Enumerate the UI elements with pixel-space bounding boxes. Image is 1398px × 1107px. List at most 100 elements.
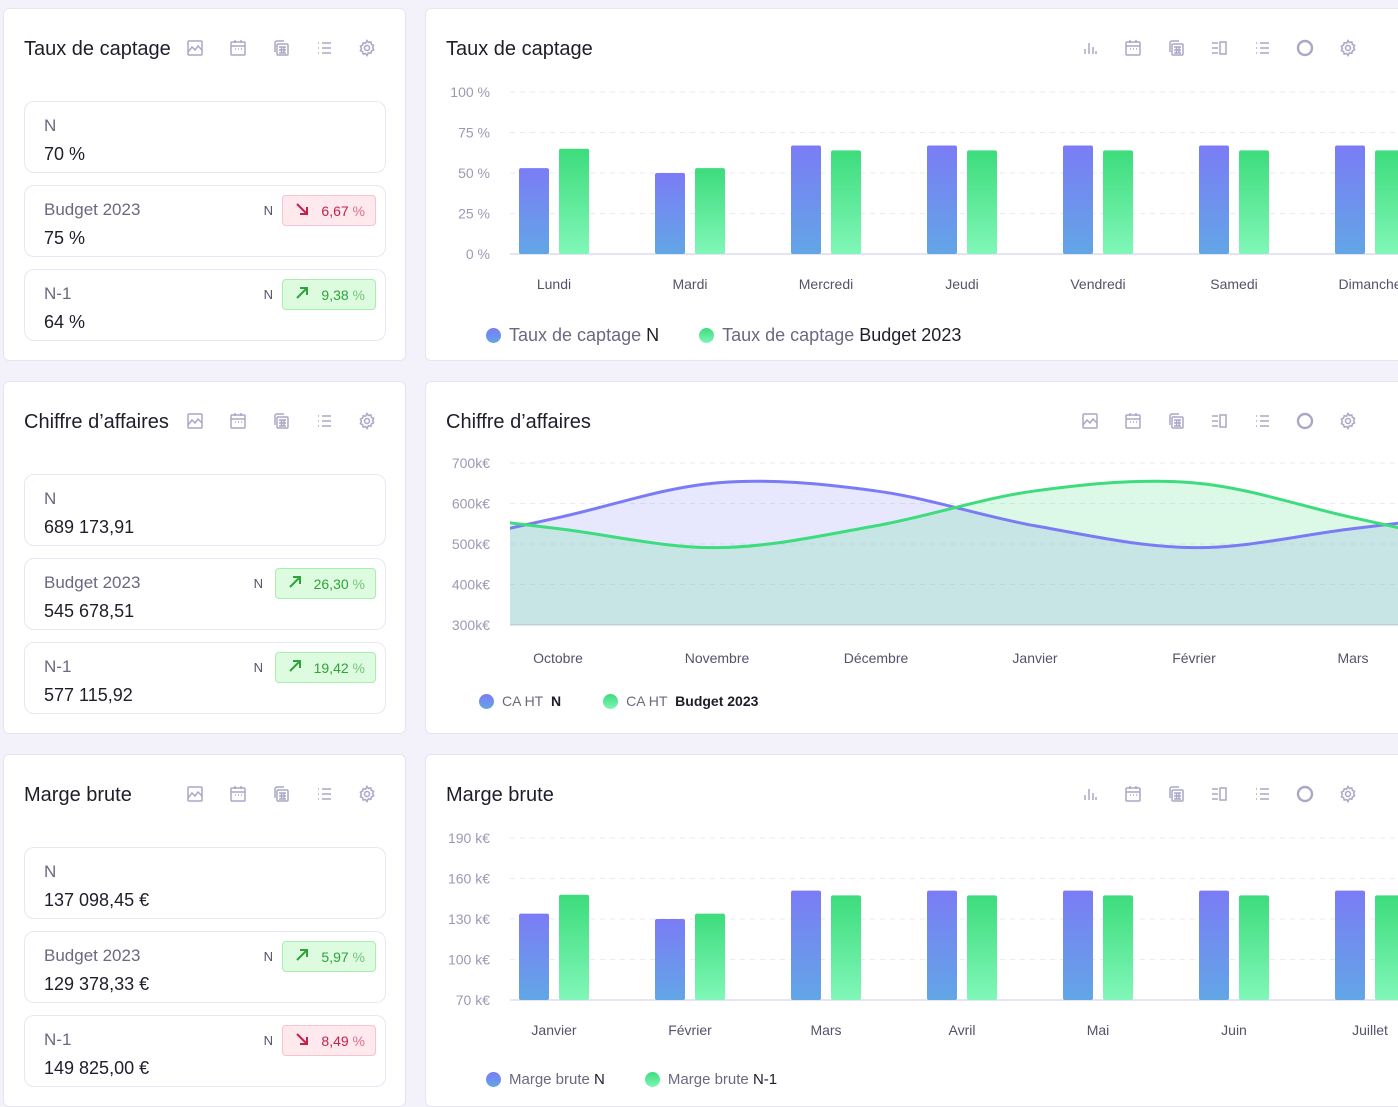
bar-b[interactable] (559, 894, 589, 1000)
bar-n[interactable] (655, 919, 685, 1000)
list-button[interactable] (1240, 39, 1283, 61)
legend-item[interactable]: Marge brute N (486, 1071, 605, 1088)
list-button[interactable] (302, 39, 345, 61)
calculator-button[interactable] (259, 412, 302, 434)
bar-n[interactable] (519, 913, 549, 1000)
list-button[interactable] (1240, 785, 1283, 807)
calculator-button[interactable] (259, 39, 302, 61)
bar-b[interactable] (559, 148, 589, 254)
legend-prefix: Marge brute (667, 1071, 749, 1088)
arrow-up-right-icon (295, 286, 309, 303)
calculator-button[interactable] (1154, 39, 1197, 61)
list-button[interactable] (302, 785, 345, 807)
kpi-card: Chiffre d’affaires N 689 173,91 Budget 2023… (3, 381, 406, 734)
gear-button[interactable] (345, 784, 388, 807)
bar-chart-button[interactable] (1068, 39, 1111, 61)
bar-n[interactable] (927, 890, 957, 1000)
compare-label: N (253, 576, 263, 591)
legend-item[interactable]: Taux de captage N (486, 325, 659, 346)
calculator-icon (1167, 785, 1185, 808)
gear-button[interactable] (1326, 784, 1369, 807)
x-tick-label: Février (668, 1022, 712, 1038)
area-chart-button[interactable] (173, 785, 216, 807)
calendar-button[interactable] (216, 412, 259, 434)
bar-b[interactable] (1375, 895, 1398, 1000)
bar-b[interactable] (1239, 150, 1269, 254)
bar-n[interactable] (655, 173, 685, 254)
bar-n[interactable] (1063, 890, 1093, 1000)
gear-button[interactable] (345, 411, 388, 434)
bar-b[interactable] (831, 150, 861, 254)
area-chart-button[interactable] (1068, 412, 1111, 434)
legend-dot-icon (603, 693, 619, 709)
columns-button[interactable] (1197, 412, 1240, 434)
list-icon (1253, 412, 1271, 435)
bar-n[interactable] (791, 145, 821, 254)
bar-b[interactable] (1375, 150, 1398, 254)
legend-item[interactable]: Taux de captage Budget 2023 (699, 325, 961, 346)
stat-box: N 70 % (24, 101, 386, 173)
columns-button[interactable] (1197, 785, 1240, 807)
donut-button[interactable] (1283, 785, 1326, 807)
bar-n[interactable] (927, 145, 957, 254)
compare-label: N (263, 949, 273, 964)
y-tick-label: 100 % (450, 84, 490, 100)
delta-unit: % (352, 659, 365, 676)
delta: 5,97 (321, 948, 349, 965)
bar-b[interactable] (967, 150, 997, 254)
stat-label: N-1 (44, 284, 72, 303)
area-chart-button[interactable] (173, 39, 216, 61)
y-tick-label: 160 k€ (448, 871, 490, 887)
card-title: Marge brute (24, 784, 132, 806)
legend-item[interactable]: Marge brute N-1 (644, 1071, 777, 1088)
chart-toolbar (1068, 38, 1369, 61)
list-button[interactable] (302, 412, 345, 434)
bar-n[interactable] (791, 890, 821, 1000)
bar-n[interactable] (519, 168, 549, 254)
gear-button[interactable] (1326, 411, 1369, 434)
gear-button[interactable] (1326, 38, 1369, 61)
bar-n[interactable] (1335, 145, 1365, 254)
columns-button[interactable] (1197, 39, 1240, 61)
legend-suffix: N (646, 325, 660, 345)
calendar-button[interactable] (1111, 39, 1154, 61)
bar-b[interactable] (967, 895, 997, 1000)
calendar-button[interactable] (1111, 785, 1154, 807)
bar-b[interactable] (831, 895, 861, 1000)
legend-item[interactable]: CA HT N (479, 693, 561, 709)
bar-n[interactable] (1063, 145, 1093, 254)
donut-button[interactable] (1283, 39, 1326, 61)
bar-chart-button[interactable] (1068, 785, 1111, 807)
calendar-button[interactable] (216, 39, 259, 61)
legend-dot-icon (644, 1072, 660, 1087)
gear-button[interactable] (345, 38, 388, 61)
calculator-button[interactable] (1154, 412, 1197, 434)
stat-value: 64 % (44, 312, 86, 332)
trend-badge: 26,30 % (274, 568, 376, 599)
calculator-button[interactable] (259, 785, 302, 807)
bar-b[interactable] (1239, 895, 1269, 1000)
legend-item[interactable]: CA HT Budget 2023 (603, 693, 758, 709)
bar-b[interactable] (1103, 150, 1133, 254)
area-chart-button[interactable] (173, 412, 216, 434)
calculator-button[interactable] (1154, 785, 1197, 807)
list-icon (315, 412, 333, 435)
chart-card: Marge brute 70 k€ 100 k€ 130 k€ 160 k€ 190 k€… (425, 754, 1398, 1107)
stat-label: Budget 2023 (44, 573, 141, 592)
bar-n[interactable] (1199, 145, 1229, 254)
series-line-b[interactable] (426, 479, 1398, 552)
bar-b[interactable] (695, 913, 725, 1000)
stat-value: 149 825,00 € (44, 1058, 150, 1078)
bar-n[interactable] (1335, 890, 1365, 1000)
y-tick-label: 0 % (466, 246, 490, 262)
bar-b[interactable] (1103, 895, 1133, 1000)
arrow-down-right-icon (295, 202, 309, 219)
legend-prefix: Taux de captage (509, 325, 642, 345)
calendar-button[interactable] (216, 785, 259, 807)
bar-b[interactable] (695, 168, 725, 254)
calendar-button[interactable] (1111, 412, 1154, 434)
donut-button[interactable] (1283, 412, 1326, 434)
bar-n[interactable] (1199, 890, 1229, 1000)
stat-label: N (44, 116, 57, 135)
list-button[interactable] (1240, 412, 1283, 434)
